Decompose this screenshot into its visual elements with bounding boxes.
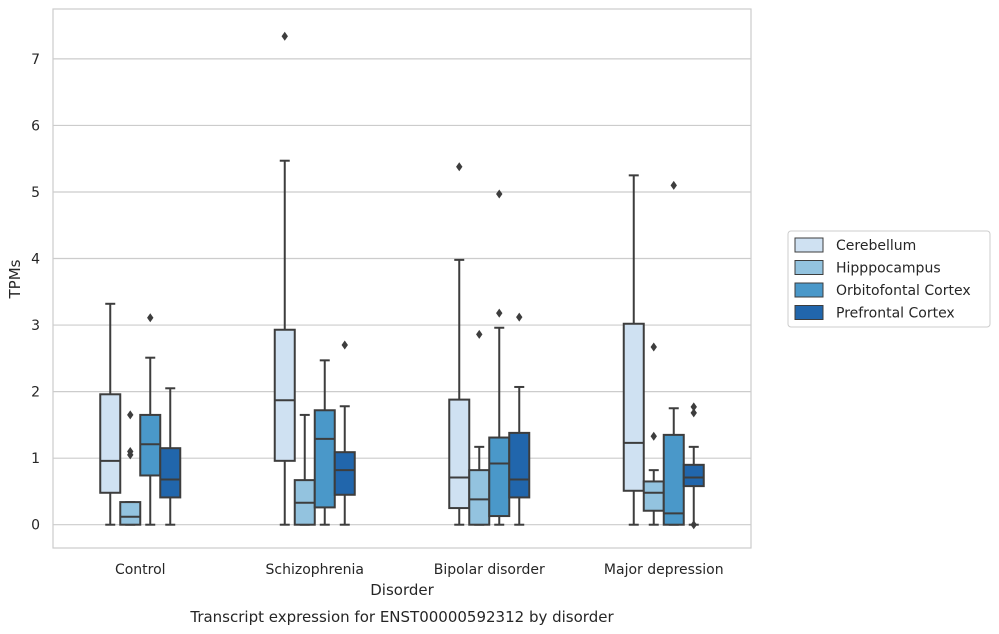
box-hipppocampus	[119, 410, 142, 526]
box-body	[508, 431, 531, 499]
legend-label: Orbitofontal Cortex	[836, 283, 971, 299]
x-tick-label: Control	[115, 562, 166, 578]
box-series	[99, 31, 705, 530]
box-hipppocampus	[293, 413, 316, 526]
outlier-point	[516, 312, 523, 322]
outlier-point	[127, 410, 134, 420]
y-tick-label: 3	[31, 318, 40, 334]
box-body	[468, 469, 491, 526]
box-body	[273, 328, 296, 462]
outlier-point	[690, 520, 697, 530]
outlier-point	[650, 431, 657, 441]
box-cerebellum	[273, 31, 296, 526]
box-cerebellum	[99, 302, 122, 526]
box-body	[119, 501, 142, 526]
x-axis-title: Disorder	[370, 581, 434, 599]
y-tick-label: 0	[31, 518, 40, 534]
box-body	[159, 447, 182, 499]
x-tick-label: Major depression	[604, 562, 724, 578]
outlier-point	[650, 342, 657, 352]
outlier-point	[147, 313, 154, 323]
outlier-point	[456, 162, 463, 172]
box-orbitofontal-cortex	[139, 313, 162, 526]
outlier-point	[670, 180, 677, 190]
y-tick-label: 6	[31, 118, 40, 134]
legend-swatch	[794, 237, 824, 253]
outlier-point	[476, 329, 483, 339]
chart-caption: Transcript expression for ENST0000059231…	[189, 608, 614, 626]
y-tick-label: 1	[31, 451, 40, 467]
y-tick-label: 2	[31, 385, 40, 401]
box-orbitofontal-cortex	[488, 189, 511, 526]
box-body	[99, 393, 122, 494]
legend-label: Prefrontal Cortex	[836, 306, 955, 322]
box-body	[313, 409, 336, 509]
legend-frame	[787, 230, 991, 328]
box-body	[488, 436, 511, 518]
outlier-point	[690, 402, 697, 412]
y-axis-title: TPMs	[6, 259, 24, 299]
box-prefrontal-cortex	[333, 340, 356, 526]
box-orbitofontal-cortex	[313, 359, 336, 526]
y-tick-label: 7	[31, 52, 40, 68]
box-prefrontal-cortex	[159, 387, 182, 526]
box-orbitofontal-cortex	[662, 180, 685, 526]
x-tick-label: Bipolar disorder	[434, 562, 545, 578]
legend-label: Hipppocampus	[836, 261, 941, 277]
outlier-point	[496, 189, 503, 199]
box-body	[642, 480, 665, 512]
box-body	[682, 463, 705, 488]
outlier-point	[127, 447, 134, 457]
box-body	[622, 322, 645, 492]
outlier-point	[341, 340, 348, 350]
box-cerebellum	[622, 174, 645, 526]
outlier-point	[281, 31, 288, 41]
x-tick-label: Schizophrenia	[266, 562, 364, 578]
x-axis-ticks: Control Schizophrenia Bipolar disorder Majo…	[115, 562, 724, 578]
y-axis-ticks: 0 1 2 3 4 5 6 7	[31, 52, 40, 534]
box-body	[662, 433, 685, 526]
legend-label: Cerebellum	[836, 238, 916, 254]
box-body	[333, 451, 356, 496]
outlier-point	[690, 408, 697, 418]
y-tick-label: 4	[31, 252, 40, 268]
plot-area	[52, 8, 752, 549]
legend: Cerebellum Hipppocampus Orbitofontal Corte…	[787, 230, 991, 328]
legend-swatch	[794, 305, 824, 320]
legend-swatch	[794, 282, 824, 298]
y-tick-label: 5	[31, 185, 40, 201]
box-cerebellum	[448, 162, 471, 526]
box-prefrontal-cortex	[682, 402, 705, 530]
legend-swatch	[794, 260, 824, 275]
box-hipppocampus	[468, 329, 491, 526]
box-body	[448, 398, 471, 510]
box-hipppocampus	[642, 342, 665, 526]
box-prefrontal-cortex	[508, 312, 531, 526]
outlier-point	[496, 308, 503, 318]
